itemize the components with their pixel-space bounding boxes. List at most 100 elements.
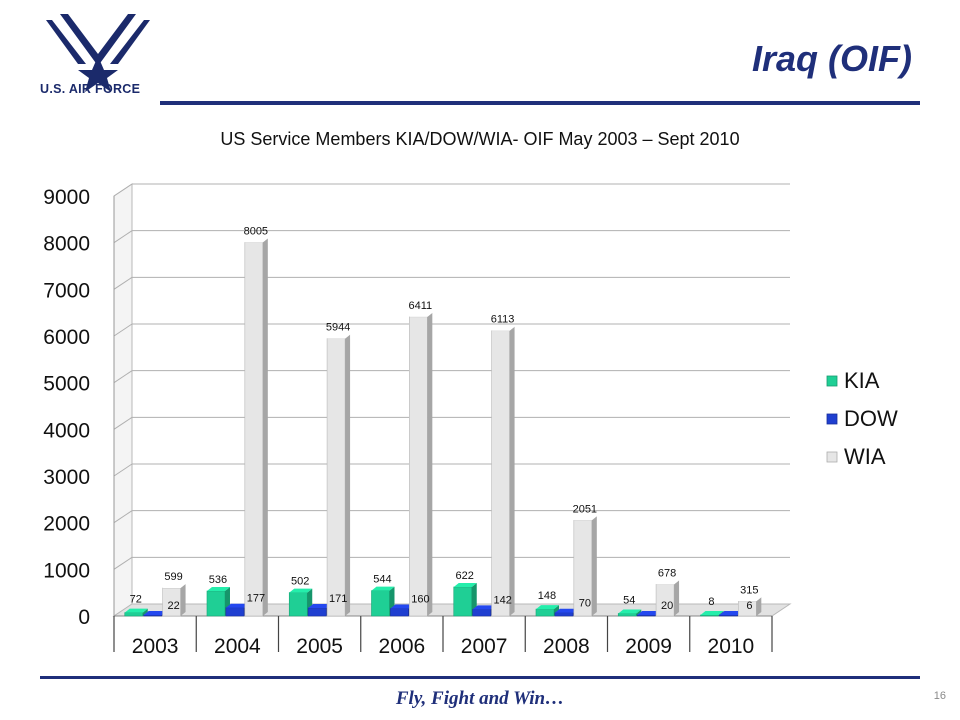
bar-top xyxy=(162,584,186,589)
data-label: 177 xyxy=(247,593,265,605)
bar-top xyxy=(289,588,313,593)
data-label: 315 xyxy=(740,584,758,596)
gridline-side xyxy=(113,276,133,290)
bar-front xyxy=(617,613,637,617)
bar-front xyxy=(535,608,555,617)
y-tick-label: 1000 xyxy=(43,559,90,582)
data-label: 148 xyxy=(538,590,556,602)
data-label: 544 xyxy=(373,574,391,586)
bar-top xyxy=(124,608,148,613)
bar-top xyxy=(738,597,762,602)
y-tick-label: 5000 xyxy=(43,373,90,396)
bar-top xyxy=(225,603,249,608)
data-label: 142 xyxy=(493,594,511,606)
gridline-side xyxy=(113,183,133,197)
data-label: 599 xyxy=(164,571,182,583)
y-tick-label: 3000 xyxy=(43,466,90,489)
bar-front xyxy=(124,612,144,617)
data-label: 6 xyxy=(746,600,752,612)
y-tick-label: 9000 xyxy=(43,186,90,209)
bar-top xyxy=(308,604,332,609)
y-tick-label: 2000 xyxy=(43,513,90,536)
legend-label-dow: DOW xyxy=(844,406,898,431)
bar-side xyxy=(674,580,680,616)
gridline-side xyxy=(113,556,133,570)
bar-top xyxy=(535,605,559,610)
bar-top xyxy=(390,604,414,609)
data-label: 2051 xyxy=(573,503,597,515)
bar-top xyxy=(206,586,230,591)
data-label: 8 xyxy=(708,596,714,608)
bar-front xyxy=(206,590,226,617)
bar-front xyxy=(225,607,245,617)
bar-front xyxy=(636,614,656,617)
bar-top xyxy=(491,326,515,331)
legend-label-wia: WIA xyxy=(844,444,886,469)
bar-top xyxy=(472,605,496,610)
x-tick-label: 2008 xyxy=(543,635,590,658)
page-title: Iraq (OIF) xyxy=(752,38,912,79)
x-tick-label: 2003 xyxy=(132,635,179,658)
bar-top xyxy=(453,582,477,587)
footer-divider xyxy=(40,676,920,679)
x-tick-label: 2009 xyxy=(625,635,672,658)
data-label: 20 xyxy=(661,600,673,612)
bar-side xyxy=(427,312,433,616)
legend-label-kia: KIA xyxy=(844,368,880,393)
bar-kia-2003 xyxy=(124,608,148,617)
bar-wia-2004 xyxy=(244,238,268,617)
legend: KIA DOW WIA xyxy=(826,368,898,469)
bar-top xyxy=(700,611,724,615)
chart-title: US Service Members KIA/DOW/WIA- OIF May … xyxy=(220,129,740,149)
bar-front xyxy=(472,609,491,617)
bar-top xyxy=(409,312,433,317)
data-label: 502 xyxy=(291,576,309,588)
bar-top xyxy=(244,238,268,243)
data-label: 8005 xyxy=(244,225,268,237)
footer-motto: Fly, Fight and Win… xyxy=(395,688,565,709)
data-label: 622 xyxy=(456,570,474,582)
bar-front xyxy=(307,607,327,617)
bar-wia-2003 xyxy=(162,584,186,617)
y-tick-label: 6000 xyxy=(43,326,90,349)
legend-swatch-dow xyxy=(826,413,838,425)
label-layer: 72 22 599 536 177 8005 502 171 5944 544 160 6411 622… xyxy=(130,225,759,612)
bar-side xyxy=(756,597,762,616)
bar-front xyxy=(554,612,574,617)
bar-top xyxy=(554,608,578,613)
bar-side xyxy=(591,516,597,616)
data-label: 5944 xyxy=(326,322,350,334)
bar-side xyxy=(509,326,515,616)
legend-swatch-wia xyxy=(826,451,838,463)
bar-side xyxy=(142,608,148,616)
data-label: 54 xyxy=(623,594,635,606)
bar-top xyxy=(327,334,351,339)
data-label: 171 xyxy=(329,593,347,605)
x-tick-label: 2006 xyxy=(379,635,426,658)
gridline-side xyxy=(113,370,133,384)
page-number: 16 xyxy=(933,690,946,702)
gridline-side xyxy=(113,463,133,477)
gridline-side xyxy=(113,323,133,337)
gridline-side xyxy=(113,230,133,244)
gridline-side xyxy=(113,416,133,430)
data-label: 678 xyxy=(658,567,676,579)
bar-side xyxy=(636,609,642,616)
bar-front xyxy=(244,242,264,617)
bar-front xyxy=(143,614,162,617)
bar-side xyxy=(262,238,268,616)
gridline-side xyxy=(113,510,133,524)
bar-wia-2007 xyxy=(491,326,515,617)
bar-front xyxy=(326,338,346,617)
bar-front xyxy=(700,614,719,617)
y-tick-label: 4000 xyxy=(43,419,90,442)
data-label: 22 xyxy=(168,600,180,612)
bar-front xyxy=(390,608,409,617)
bar-top xyxy=(143,610,167,615)
legend-swatch-kia xyxy=(826,375,838,387)
air-force-logo xyxy=(46,14,150,92)
grid-layer xyxy=(112,183,792,617)
bar-top xyxy=(656,580,680,585)
bar-front xyxy=(288,592,308,617)
bar-front xyxy=(453,586,473,617)
